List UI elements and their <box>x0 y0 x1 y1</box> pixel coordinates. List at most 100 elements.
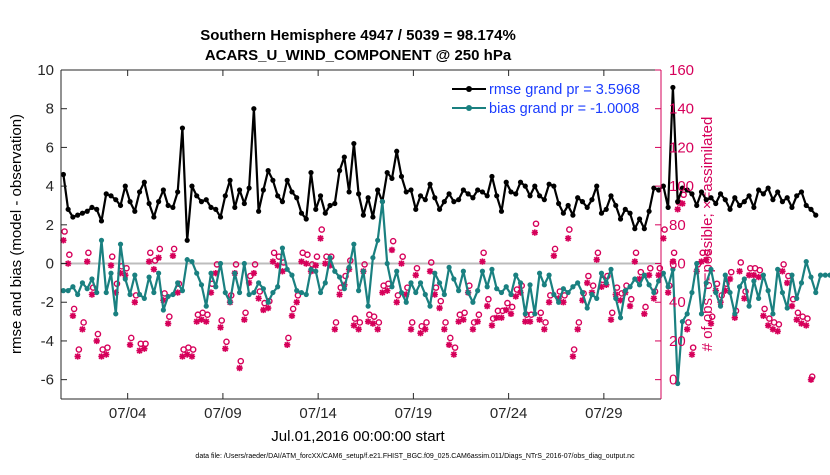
obs-assimilated-point <box>574 326 581 333</box>
obs-possible-point <box>332 319 340 326</box>
obs-possible-point <box>475 311 483 319</box>
obs-possible-point <box>794 309 802 317</box>
rmse-point <box>451 199 457 205</box>
axes: 07/04 07/09 07/14 07/19 07/24 07/29 -6 -4 -2 0 2 4 6… <box>37 62 694 422</box>
bias-point <box>375 237 381 243</box>
rmse-point <box>108 193 114 199</box>
bias-point <box>665 284 671 290</box>
obs-possible-point <box>685 319 692 326</box>
rmse-point <box>427 181 433 187</box>
rmse-point <box>289 189 295 195</box>
rmse-point <box>236 187 243 193</box>
rmse-point <box>727 206 733 212</box>
y-right-tick-label: 120 <box>669 139 694 156</box>
bias-point <box>598 270 605 276</box>
bias-point <box>756 295 762 301</box>
rmse-point <box>336 168 343 174</box>
obs-assimilated-point <box>398 260 405 267</box>
obs-possible-point <box>351 315 359 322</box>
rmse-point <box>684 187 690 193</box>
bias-point <box>213 284 219 290</box>
bias-point <box>460 268 466 274</box>
bias-point <box>336 274 343 280</box>
obs-possible-point <box>446 334 454 342</box>
rmse-point <box>603 206 609 212</box>
obs-possible-point <box>737 259 745 266</box>
rmse-point <box>241 200 247 207</box>
rmse-point <box>422 197 428 203</box>
obs-possible-point <box>270 249 278 257</box>
obs-possible-point <box>80 319 87 326</box>
rmse-point <box>441 199 447 205</box>
bias-point <box>760 272 766 278</box>
bias-point <box>479 268 486 274</box>
obs-possible-point <box>361 261 368 268</box>
obs-possible-point <box>542 319 549 326</box>
obs-assimilated-point <box>169 252 177 259</box>
bias-point <box>622 288 628 294</box>
rmse-point <box>170 204 176 211</box>
bias-point <box>484 284 490 290</box>
rmse-point <box>570 212 576 218</box>
rmse-point <box>703 197 709 203</box>
rmse-point <box>246 185 252 191</box>
chart-title-line1: Southern Hemisphere 4947 / 5039 = 98.174… <box>200 27 516 44</box>
rmse-point <box>565 202 571 209</box>
bias-point <box>470 299 476 305</box>
obs-possible-point <box>589 282 597 289</box>
obs-assimilated-point <box>331 326 339 333</box>
rmse-point <box>356 191 362 197</box>
obs-assimilated-point <box>64 260 72 267</box>
obs-possible-point <box>223 338 230 346</box>
obs-assimilated-point <box>664 289 672 296</box>
obs-possible-point <box>689 344 697 351</box>
obs-possible-point <box>242 309 249 317</box>
obs-possible-point <box>104 344 111 351</box>
rmse-point <box>717 191 724 197</box>
obs-assimilated-point <box>626 302 634 310</box>
bias-point <box>70 284 76 290</box>
obs-possible-point <box>61 228 68 235</box>
rmse-point <box>156 199 162 205</box>
bias-point <box>489 266 495 272</box>
y-left-tick-label: 0 <box>46 256 54 273</box>
obs-possible-point <box>642 303 649 311</box>
rmse-point <box>770 197 776 203</box>
bias-point <box>260 286 266 292</box>
bias-point <box>803 258 809 265</box>
obs-assimilated-point <box>788 302 796 310</box>
rmse-point <box>75 212 81 218</box>
bias-point <box>284 266 290 272</box>
bias-point <box>379 199 386 205</box>
bias-point <box>813 289 819 296</box>
rmse-point <box>141 179 147 185</box>
bias-point <box>60 288 66 294</box>
obs-assimilated-point <box>326 262 334 269</box>
bias-point <box>398 289 405 296</box>
obs-possible-point <box>775 321 783 328</box>
obs-possible-point <box>166 313 173 320</box>
rmse-point <box>789 204 795 211</box>
obs-assimilated-point <box>698 258 705 265</box>
obs-assimilated-point <box>531 229 539 236</box>
obs-assimilated-point <box>312 262 319 269</box>
plot-area <box>60 84 830 387</box>
bias-point <box>551 291 557 298</box>
bias-point <box>736 284 743 290</box>
rmse-point <box>494 193 500 199</box>
bias-point <box>446 264 452 270</box>
obs-assimilated-point <box>736 268 743 275</box>
obs-assimilated-point <box>641 310 648 318</box>
obs-possible-point <box>232 261 240 268</box>
rmse-point <box>370 214 376 220</box>
bias-point <box>494 286 500 292</box>
obs-possible-point <box>370 313 378 320</box>
obs-assimilated-point <box>83 258 91 265</box>
bias-point <box>317 289 324 296</box>
bias-point <box>808 274 814 280</box>
bias-point <box>546 272 552 278</box>
bias-point <box>432 270 438 276</box>
rmse-point <box>675 199 681 205</box>
rmse-point <box>679 185 686 191</box>
